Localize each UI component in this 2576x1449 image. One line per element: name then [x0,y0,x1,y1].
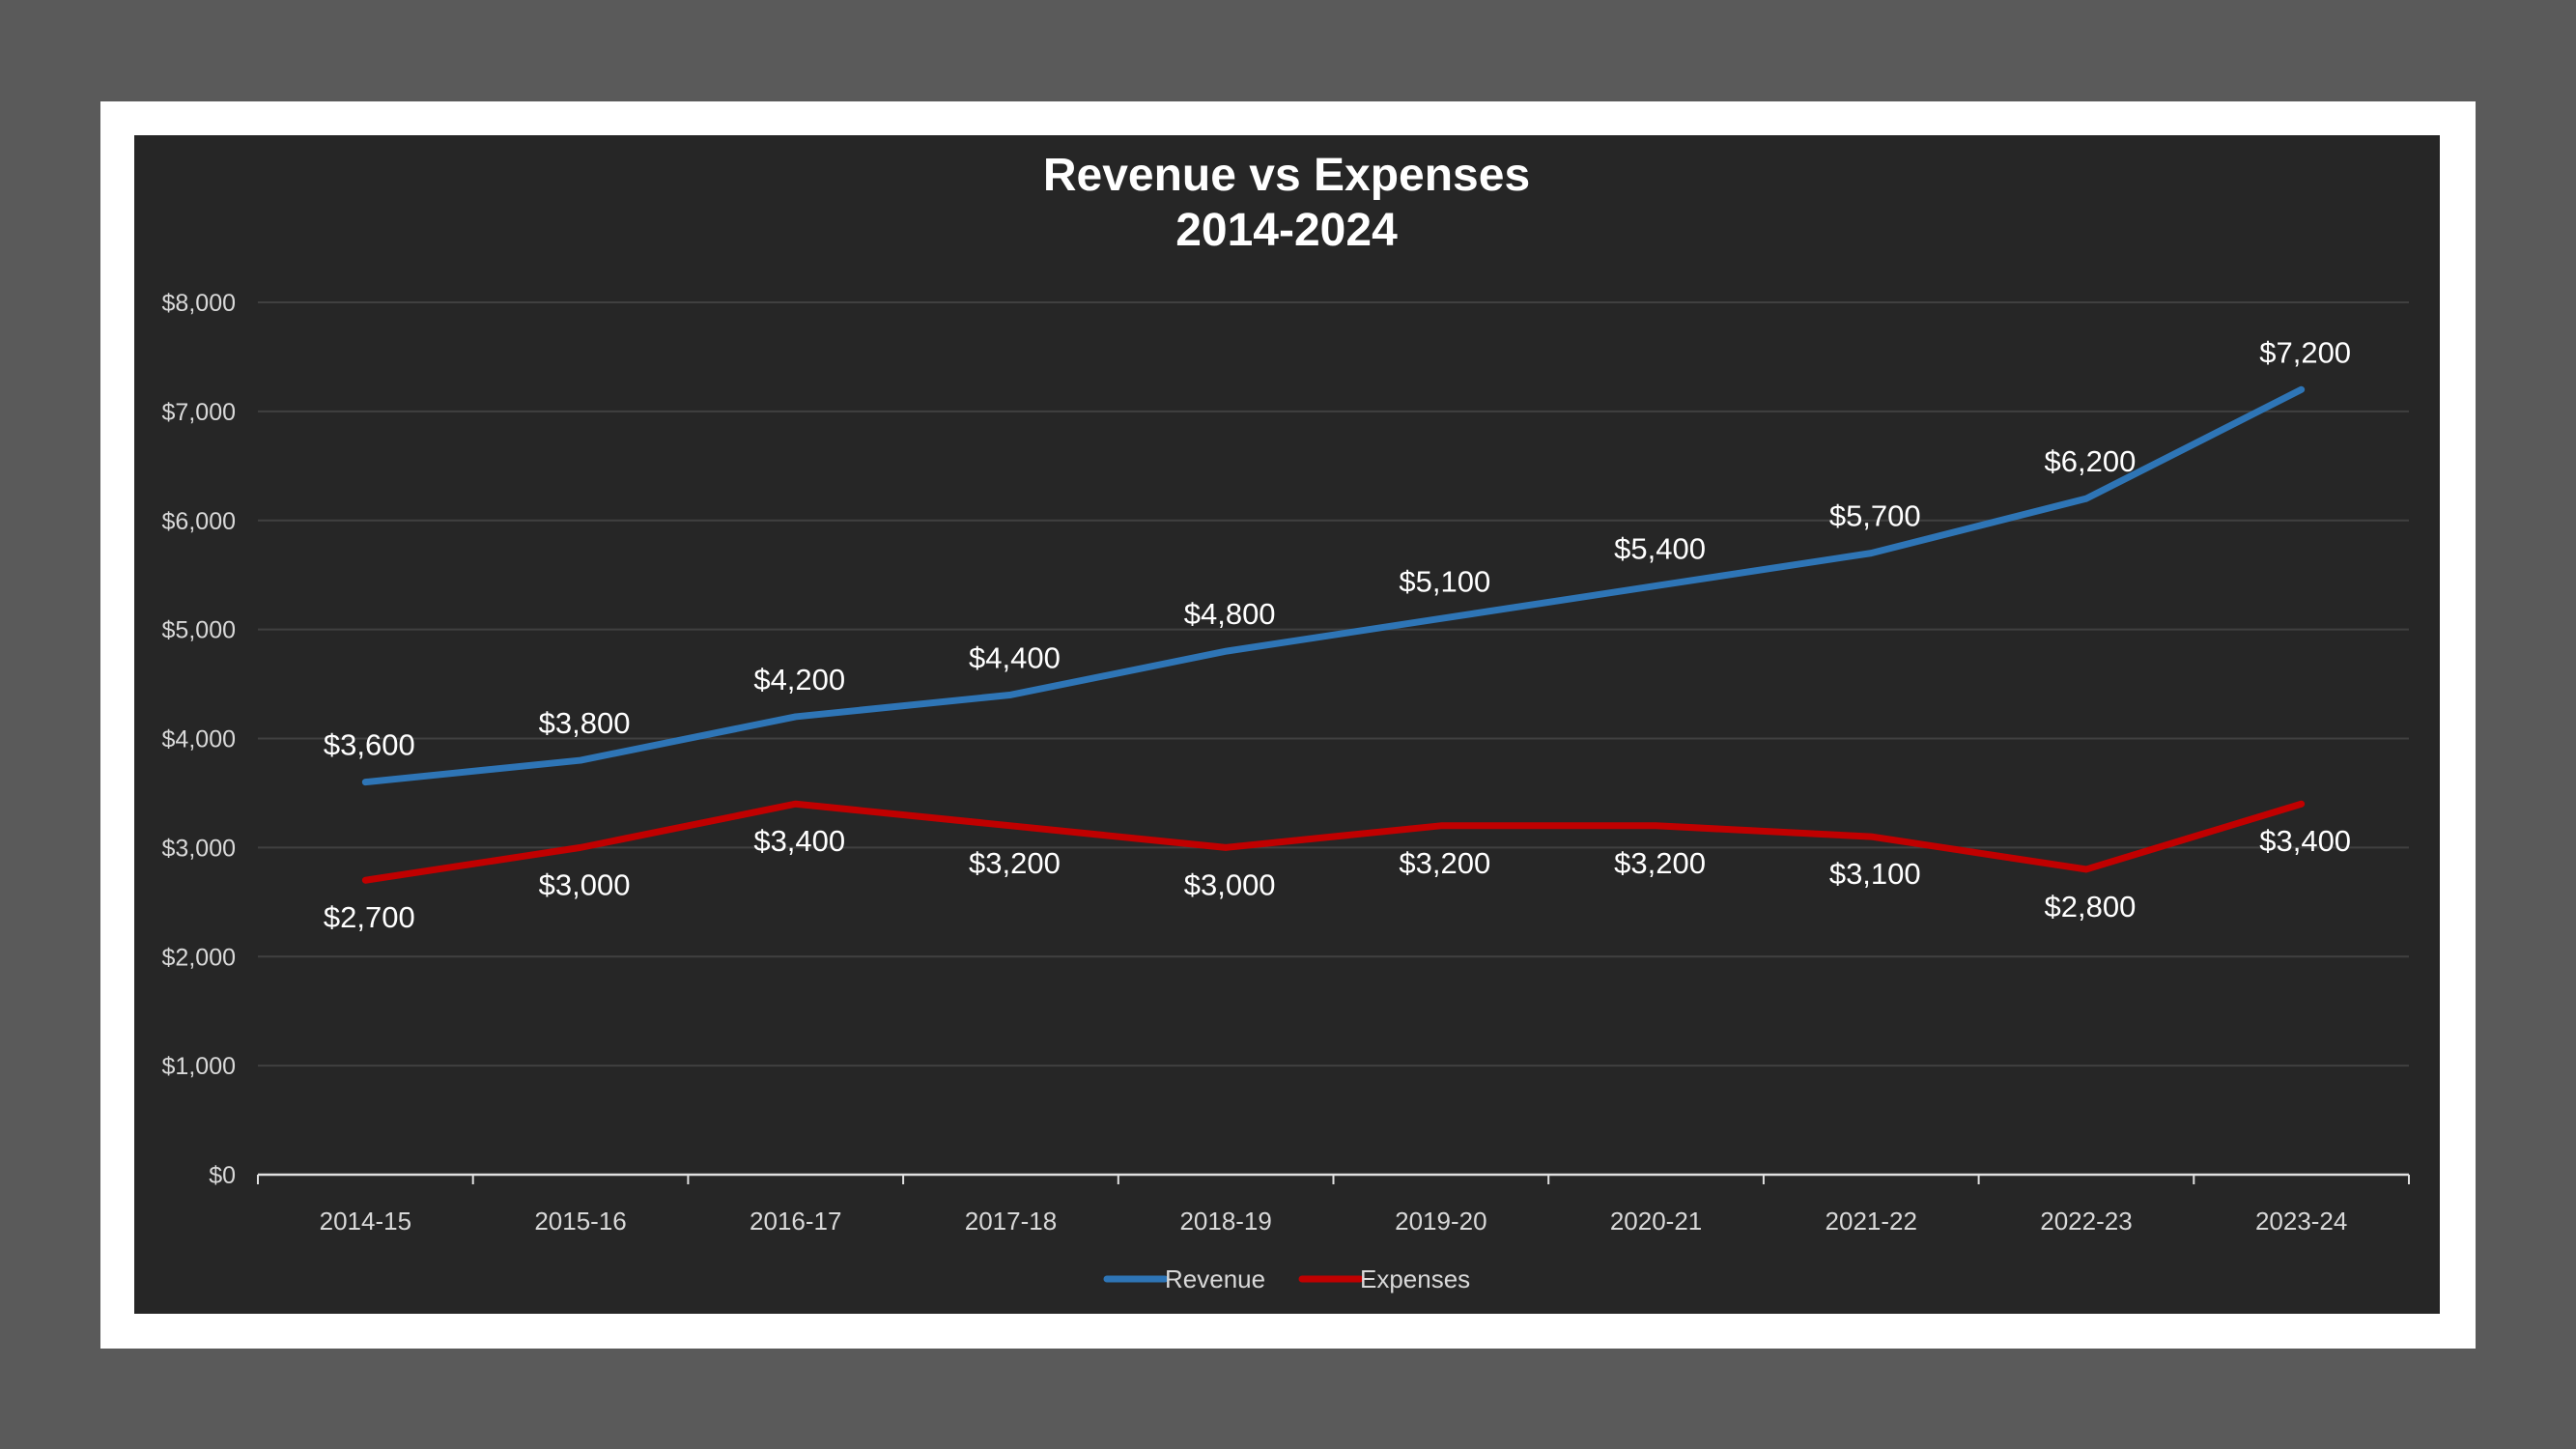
chart-area: Revenue vs Expenses 2014-2024 $0 $1,000 $2… [134,135,2440,1314]
line-chart: Revenue vs Expenses 2014-2024 $0 $1,000 $2… [162,150,2410,1293]
data-label-revenue: $5,400 [1614,531,1706,565]
x-tick-label: 2017-18 [965,1207,1057,1236]
data-label-expenses: $3,200 [1614,846,1706,880]
data-label-expenses: $3,000 [1184,867,1276,901]
y-tick-label: $1,000 [162,1053,236,1080]
data-label-expenses: $3,100 [1829,857,1921,891]
data-label-revenue: $4,200 [753,663,845,696]
chart-subtitle: 2014-2024 [1175,205,1398,256]
x-tick-label: 2023-24 [2255,1207,2347,1236]
data-label-revenue: $3,600 [324,728,415,762]
y-tick-label: $2,000 [162,944,236,971]
data-label-expenses: $3,400 [2259,824,2351,858]
series-line-revenue [361,385,2306,786]
data-label-revenue: $7,200 [2259,335,2351,369]
x-tick-label: 2014-15 [320,1207,411,1236]
x-tick-label: 2015-16 [534,1207,626,1236]
y-tick-label: $5,000 [162,617,236,644]
y-tick-label: $4,000 [162,726,236,753]
x-tick-label: 2016-17 [750,1207,841,1236]
series-line-expenses [361,800,2306,884]
data-label-expenses: $3,400 [753,824,845,858]
legend-label-expenses: Expenses [1360,1264,1470,1293]
data-label-revenue: $4,800 [1184,597,1276,631]
x-tick-label: 2020-21 [1610,1207,1702,1236]
legend-label-revenue: Revenue [1165,1264,1265,1293]
chart-title: Revenue vs Expenses [1043,150,1530,201]
data-label-expenses: $3,000 [539,867,631,901]
x-tick-label: 2018-19 [1179,1207,1271,1236]
data-label-expenses: $2,800 [2045,890,2137,923]
data-label-expenses: $2,700 [324,900,415,934]
y-tick-label: $6,000 [162,508,236,535]
data-label-revenue: $3,800 [539,706,631,740]
y-tick-label: $8,000 [162,290,236,317]
y-tick-label: $0 [209,1162,236,1189]
data-label-revenue: $6,200 [2045,444,2137,478]
data-label-expenses: $3,200 [1399,846,1490,880]
y-tick-label: $3,000 [162,835,236,862]
chart-frame: Revenue vs Expenses 2014-2024 $0 $1,000 $2… [100,101,2476,1349]
data-label-revenue: $5,700 [1829,499,1921,533]
x-tick-label: 2019-20 [1395,1207,1486,1236]
data-label-revenue: $5,100 [1399,564,1490,598]
data-label-revenue: $4,400 [969,640,1061,674]
data-label-expenses: $3,200 [969,846,1061,880]
x-tick-label: 2022-23 [2040,1207,2132,1236]
y-tick-label: $7,000 [162,399,236,426]
x-tick-label: 2021-22 [1826,1207,1917,1236]
